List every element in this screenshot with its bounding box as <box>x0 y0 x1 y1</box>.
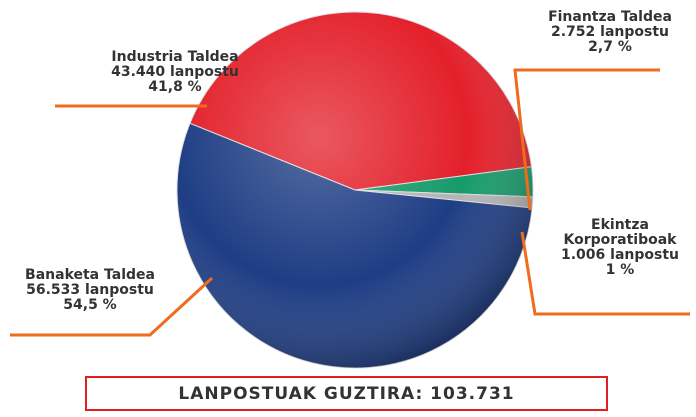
value-label: 1 % <box>605 262 635 278</box>
count-label: 56.533 lanpostu <box>26 282 154 298</box>
category-name: Ekintza Korporatiboak <box>563 217 677 248</box>
category-name: Finantza Taldea <box>548 9 672 25</box>
count-label: 2.752 lanpostu <box>550 24 669 40</box>
category-name: Industria Taldea <box>111 49 239 65</box>
value-label: 41,8 % <box>148 79 202 95</box>
callout-line <box>520 231 690 316</box>
slice-label: Banaketa Taldea 56.533 lanpostu 54,5 % <box>5 268 175 313</box>
count-label: 1.006 lanpostu <box>560 247 679 263</box>
value-label: 2,7 % <box>588 39 632 55</box>
slice-label: Ekintza Korporatiboak 1.006 lanpostu 1 % <box>545 218 695 278</box>
slice-label: Finantza Taldea 2.752 lanpostu 2,7 % <box>530 10 690 55</box>
value-label: 54,5 % <box>63 297 117 313</box>
category-name: Banaketa Taldea <box>25 267 155 283</box>
total-box: LANPOSTUAK GUZTIRA: 103.731 <box>85 376 608 411</box>
count-label: 43.440 lanpostu <box>111 64 239 80</box>
slice-label: Industria Taldea 43.440 lanpostu 41,8 % <box>80 50 270 95</box>
callout-line <box>513 68 660 211</box>
callout-line <box>10 276 214 337</box>
